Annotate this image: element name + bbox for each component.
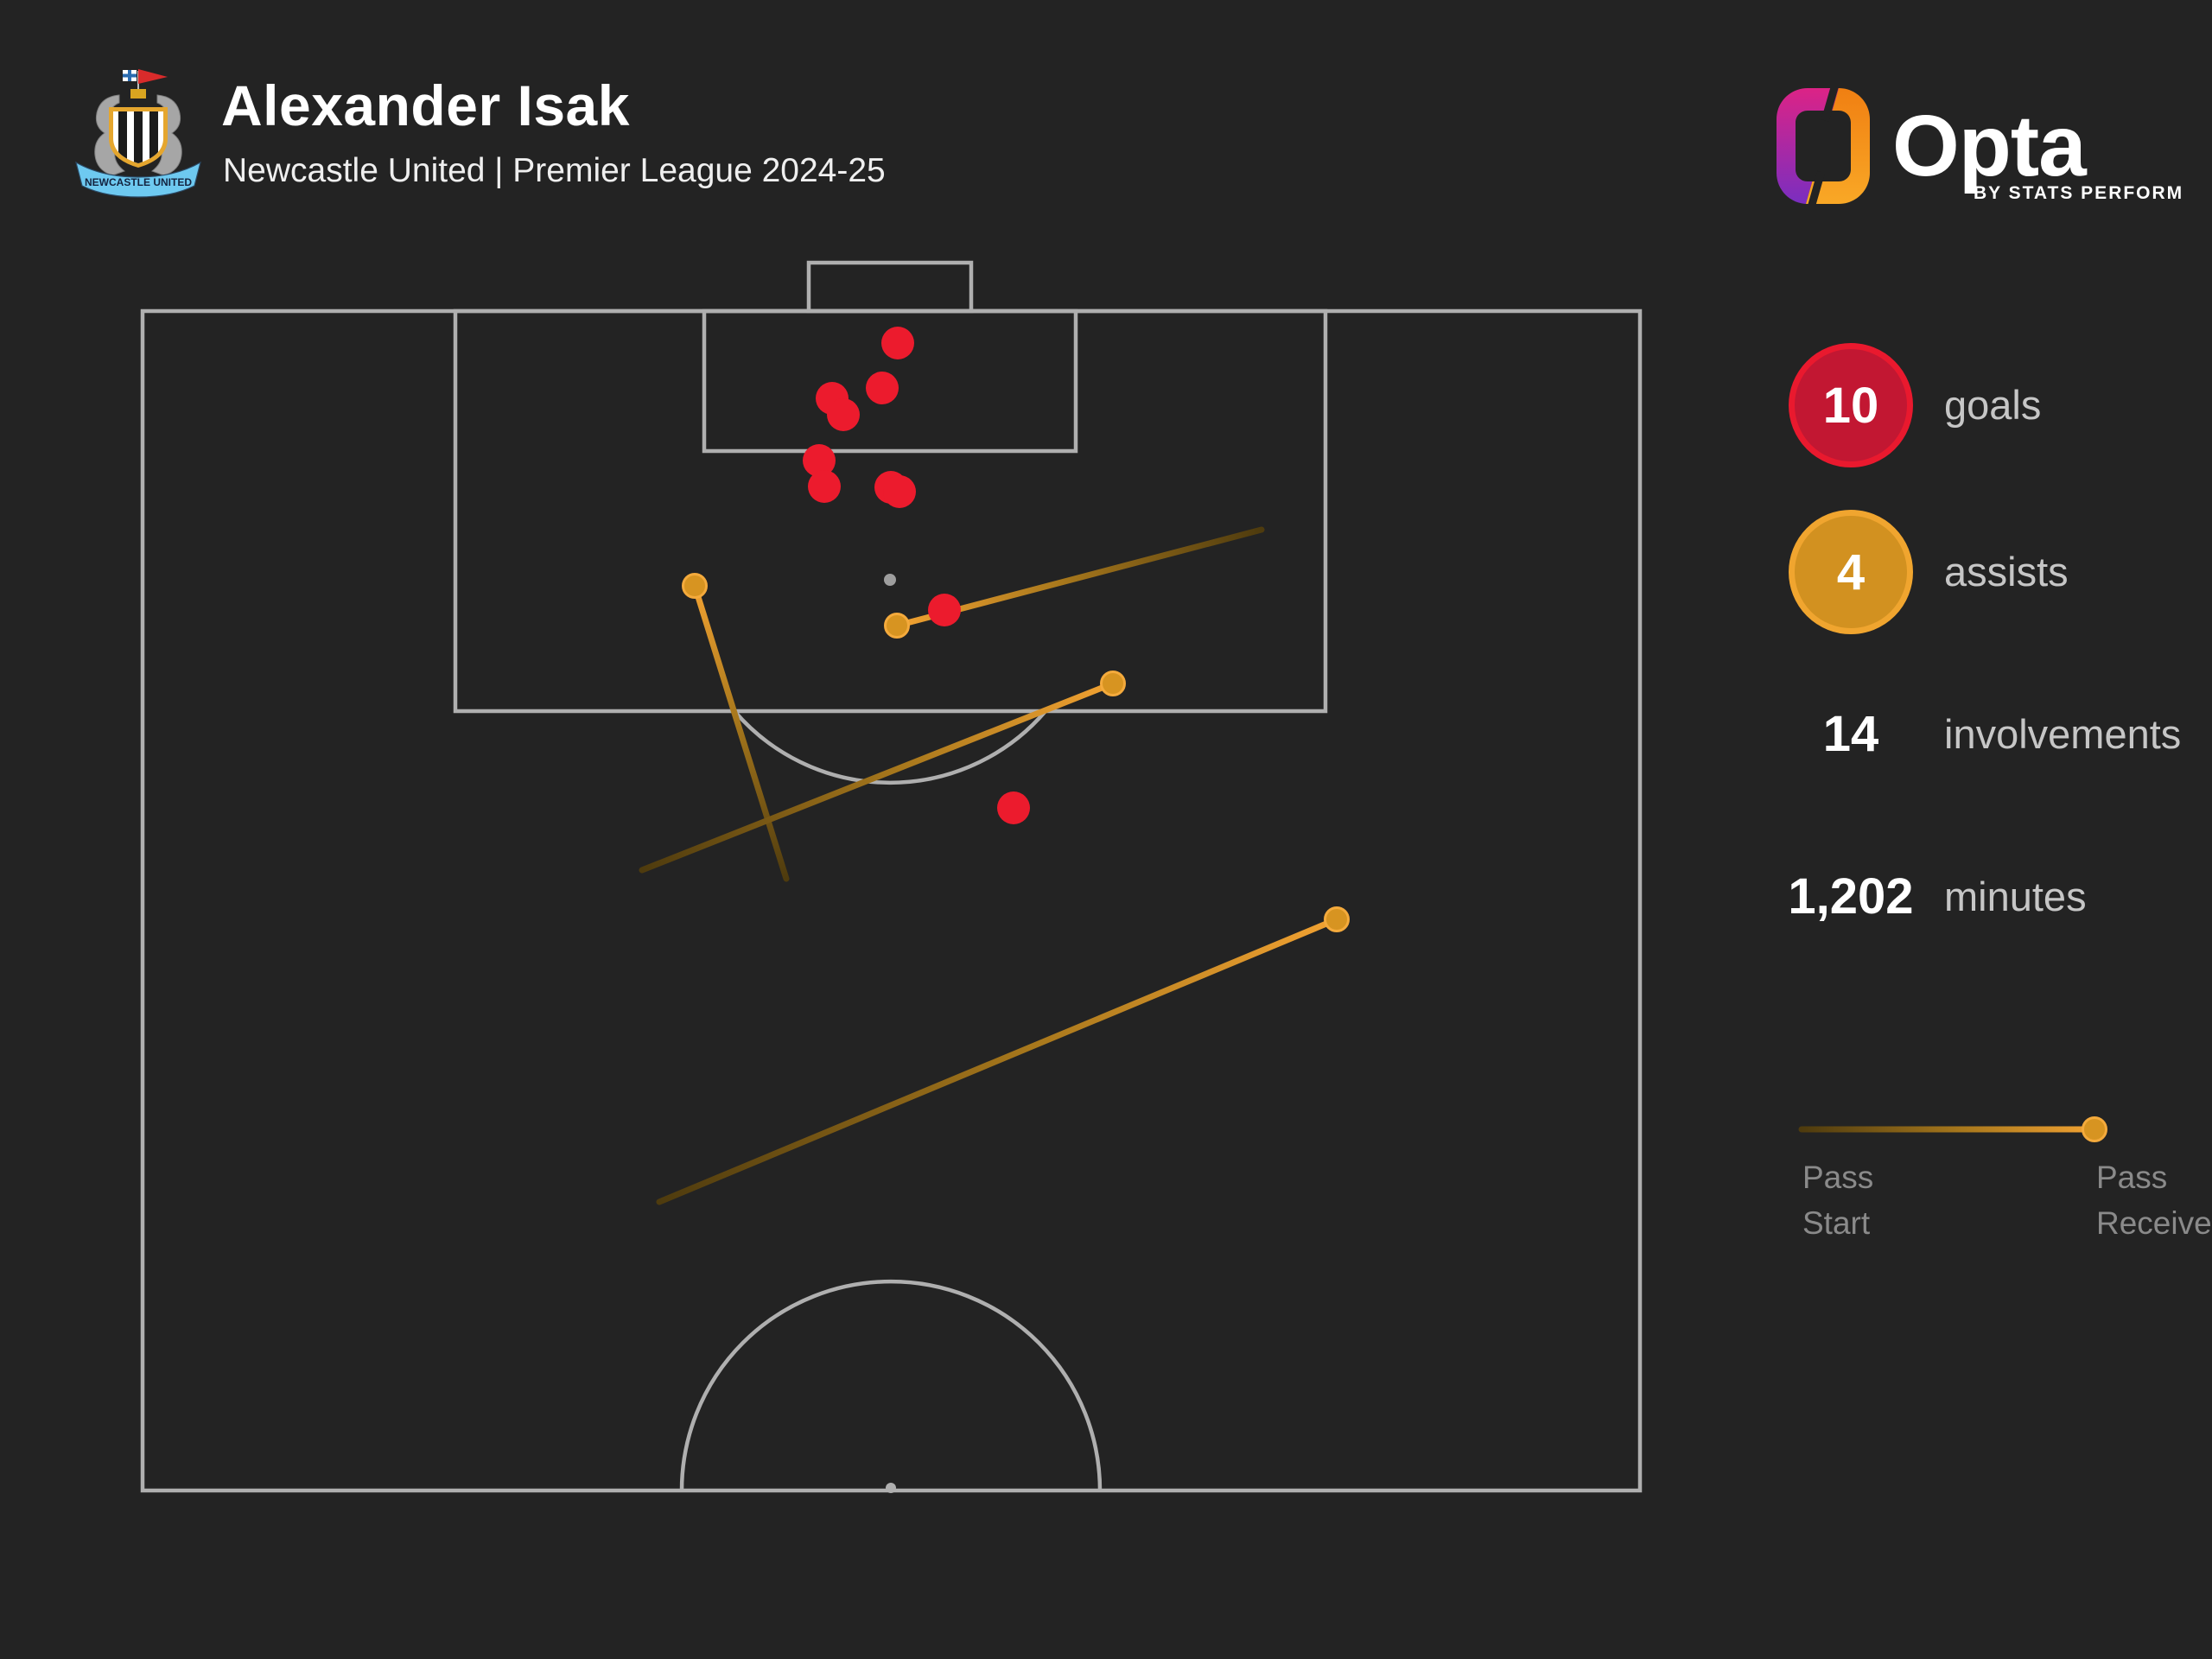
involvements-label: involvements [1944,711,2182,757]
center-circle [679,1279,1103,1491]
goal-dot [928,594,961,626]
assist-pass-line [691,582,790,882]
page-subtitle: Newcastle United | Premier League 2024-2… [223,152,886,189]
assists-value: 4 [1836,543,1866,601]
legend-pass-received-line2: Received [2096,1205,2212,1241]
goal-dot [827,398,860,431]
crest-flag [123,69,168,84]
goal-dot [803,444,836,477]
opta-byline: BY STATS PERFORM [1974,183,2184,203]
opta-logo-text: Opta [1892,98,2087,194]
legend-pass-received-dot [2082,1116,2107,1142]
involvements-value: 14 [1822,706,1879,762]
goal-dot [808,470,841,503]
goal-dot [997,791,1030,824]
goal-frame [806,260,974,314]
assists-layer [639,526,1350,1205]
legend-pass-received-line1: Pass [2096,1160,2168,1195]
pass-received-dot [1100,671,1126,696]
pass-received-dot [682,573,708,599]
opta-logo-icon [1777,88,1870,204]
pitch-lines [140,260,1643,1493]
legend-pass-start-line2: Start [1802,1205,1871,1241]
minutes-label: minutes [1944,874,2087,919]
goals-value: 10 [1822,377,1879,434]
minutes-value: 1,202 [1788,868,1914,925]
center-spot [886,1483,896,1493]
goals-badge: 10 [1789,343,1913,467]
penalty-box [453,308,1328,714]
crest-banner-text: NEWCASTLE UNITED [85,176,192,188]
legend-line-layer [1798,1116,2107,1142]
crest-ribbon: NEWCASTLE UNITED [75,161,201,198]
crest-shield [109,107,168,168]
goals-label: goals [1944,382,2042,428]
legend-pass-start-line1: Pass [1802,1160,1874,1195]
pass-received-dot [1324,906,1350,932]
assists-label: assists [1944,549,2069,594]
assists-badge: 4 [1789,510,1913,634]
goals-layer [803,327,1030,824]
crest-tower [130,89,146,99]
page-title: Alexander Isak [221,73,630,137]
newcastle-crest: NEWCASTLE UNITED [75,69,201,198]
assist-pass-line [656,916,1340,1205]
goal-dot [866,372,899,404]
penalty-spot [884,574,896,586]
opta-ring-gaps [1806,88,1840,204]
legend-pass-start: Pass Start [1802,1154,1873,1246]
goal-dot [881,327,914,359]
legend-pass-received: Pass Received [2096,1154,2212,1246]
penalty-arc [733,709,1047,785]
pass-received-dot [884,613,910,639]
assist-pass-line [639,680,1116,874]
goal-dot [883,475,916,508]
